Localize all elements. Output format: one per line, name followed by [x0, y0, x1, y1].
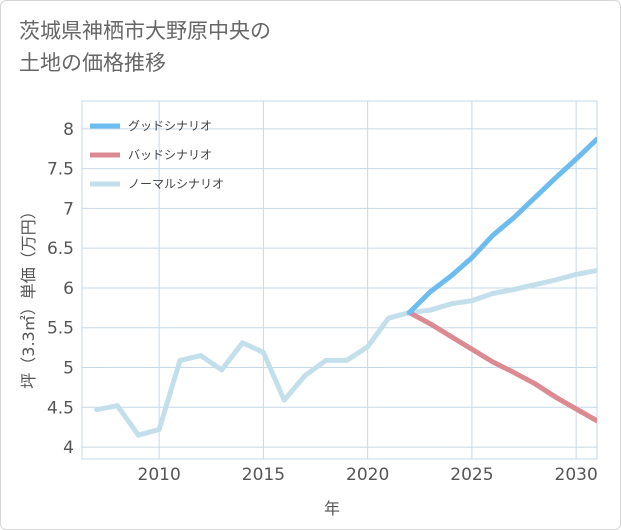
series-line-2 [94, 268, 597, 438]
x-tick-label: 2020 [346, 465, 389, 485]
x-tick-label: 2010 [138, 465, 181, 485]
x-tick-label: 2025 [450, 465, 493, 485]
legend-label: ノーマルシナリオ [128, 177, 224, 191]
y-tick-labels: 4 4.5 5 5.5 6 6.5 7 7.5 8 [47, 120, 74, 458]
chart-title-line-1: 茨城県神栖市大野原中央の [19, 19, 271, 43]
y-tick-label: 5 [63, 359, 74, 379]
y-tick-label: 4.5 [47, 398, 74, 418]
chart-title: 茨城県神栖市大野原中央の 土地の価格推移 [19, 15, 271, 79]
series-line-0 [406, 136, 597, 316]
x-tick-label: 2015 [242, 465, 285, 485]
plot-frame [81, 100, 598, 460]
y-tick-label: 7.5 [47, 160, 74, 180]
x-tick-labels: 2010 2015 2020 2025 2030 [138, 465, 598, 485]
y-tick-label: 6 [63, 279, 74, 299]
legend-label: バッドシナリオ [128, 148, 212, 162]
y-tick-label: 7 [63, 199, 74, 219]
series-line-1 [406, 310, 597, 424]
legend-label: グッドシナリオ [128, 119, 212, 133]
y-tick-label: 6.5 [47, 239, 74, 259]
y-tick-label: 8 [63, 120, 74, 140]
y-tick-label: 4 [63, 438, 74, 458]
x-tick-label: 2030 [555, 465, 598, 485]
y-axis-title: 坪（3.3㎡）単価（万円） [19, 203, 38, 388]
series-lines [94, 136, 597, 438]
chart-title-line-2: 土地の価格推移 [19, 51, 166, 75]
x-axis-title: 年 [324, 499, 340, 518]
y-tick-label: 5.5 [47, 319, 74, 339]
